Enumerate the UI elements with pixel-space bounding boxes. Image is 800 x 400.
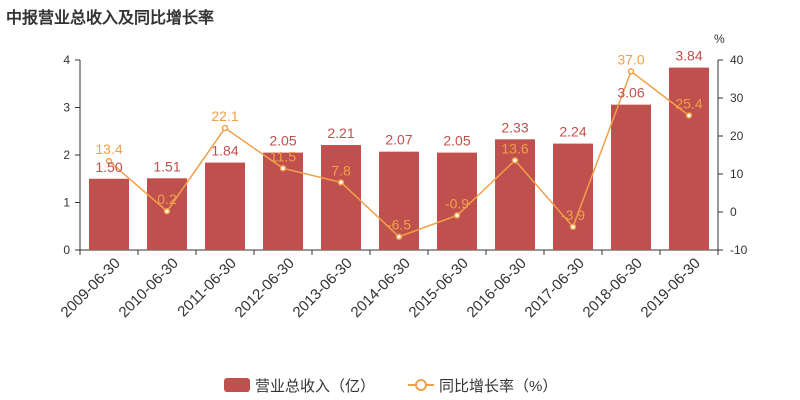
bar (205, 162, 245, 250)
bar (89, 178, 129, 250)
line-series (105, 68, 693, 240)
line-point (279, 165, 287, 172)
legend-bar-swatch (224, 378, 250, 392)
bar-value-label: 1.51 (153, 158, 180, 174)
bar-value-label: 2.33 (501, 119, 528, 135)
x-axis-tick-label: 2011-06-30 (174, 255, 239, 320)
bar-value-label: 2.07 (385, 132, 412, 148)
x-axis-tick-label: 2009-06-30 (58, 255, 124, 321)
line-point (453, 212, 461, 219)
line-value-label: 11.5 (270, 148, 296, 164)
line-point (511, 157, 519, 164)
line-value-label: -0.9 (445, 195, 469, 211)
bar (611, 104, 651, 251)
line-point (395, 233, 403, 240)
bar (437, 152, 477, 250)
line-value-label: 13.6 (501, 140, 528, 156)
line-value-label: 0.2 (157, 191, 177, 207)
line-point (221, 124, 229, 132)
x-axis-tick-label: 2018-06-30 (580, 255, 646, 321)
bar-value-label: 1.84 (211, 143, 238, 159)
legend-item-line[interactable]: 同比增长率（%） (408, 374, 557, 396)
right-axis-tick-label: 0 (730, 205, 737, 219)
x-axis-tick-label: 2019-06-30 (638, 255, 704, 321)
legend-line-label: 同比增长率（%） (439, 377, 558, 395)
x-axis-tick-label: 2017-06-30 (522, 255, 588, 321)
legend-item-bar[interactable]: 营业总收入（亿） (224, 374, 375, 396)
x-axis-tick-label: 2012-06-30 (232, 255, 298, 321)
legend-bar-label: 营业总收入（亿） (255, 377, 376, 395)
x-axis-tick-label: 2016-06-30 (464, 255, 530, 321)
right-axis-tick-label: 30 (730, 91, 744, 105)
bar (321, 145, 361, 250)
legend: 营业总收入（亿） 同比增长率（%） (0, 374, 800, 396)
bar-value-label: 2.21 (327, 125, 354, 141)
line-value-label: 7.8 (331, 162, 351, 178)
line-value-label: -3.9 (561, 207, 585, 223)
bar-value-label: 3.06 (617, 85, 644, 101)
line-point (569, 223, 577, 231)
left-axis-tick-label: 4 (63, 53, 70, 67)
line-value-label: -6.5 (387, 217, 411, 233)
line-point (627, 68, 635, 75)
line-value-label: 22.1 (211, 108, 238, 124)
left-axis-tick-label: 1 (63, 196, 70, 210)
x-axis-tick-label: 2013-06-30 (290, 255, 356, 321)
x-axis-tick-label: 2014-06-30 (348, 255, 414, 321)
bar-value-label: 2.24 (559, 124, 586, 140)
left-axis-tick-label: 2 (63, 148, 70, 162)
left-axis-tick-label: 3 (63, 101, 70, 115)
right-axis-tick-label: 20 (730, 129, 744, 143)
line-point (337, 179, 345, 186)
right-axis-tick-label: 40 (730, 53, 744, 67)
chart-title: 中报营业总收入及同比增长率 (6, 10, 215, 27)
right-axis-tick-label: 10 (730, 167, 744, 181)
bar-value-label: 3.84 (675, 48, 702, 64)
x-axis-tick-label: 2015-06-30 (406, 255, 472, 321)
right-axis-unit: % (714, 32, 725, 46)
line-point (685, 112, 693, 119)
line-value-label: 37.0 (617, 51, 644, 67)
right-axis-tick-label: -10 (730, 243, 748, 257)
x-axis-tick-label: 2010-06-30 (116, 255, 182, 321)
line-value-label: 13.4 (95, 141, 122, 157)
bar-value-label: 1.50 (95, 159, 122, 175)
bar (669, 67, 709, 250)
left-axis-tick-label: 0 (63, 243, 70, 257)
bar-series (89, 67, 709, 251)
bar-value-label: 2.05 (269, 133, 296, 149)
legend-line-swatch (408, 378, 434, 392)
line-value-label: 25.4 (675, 95, 702, 111)
data-labels: 1.50 1.51 1.84 2.05 2.21 2.07 2.05 2.33 2.24 3.06… (95, 48, 702, 233)
line-point (105, 157, 113, 165)
bar (553, 143, 593, 250)
line-point (163, 207, 171, 215)
bar-value-label: 2.05 (443, 133, 470, 149)
